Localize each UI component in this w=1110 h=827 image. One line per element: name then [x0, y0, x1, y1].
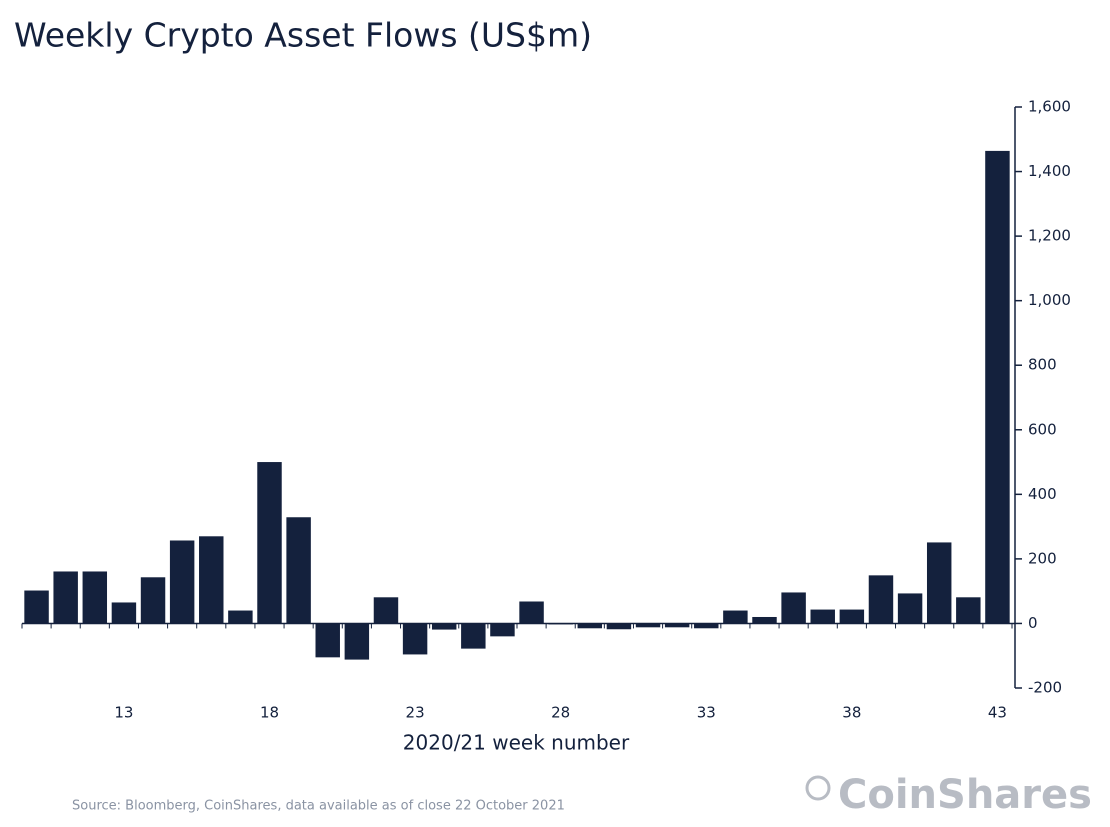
x-tick-label: 43 [988, 704, 1007, 722]
x-tick-label: 13 [114, 704, 133, 722]
bar [956, 597, 981, 624]
chart-title: Weekly Crypto Asset Flows (US$m) [14, 16, 592, 55]
x-tick-label: 38 [842, 704, 861, 722]
y-tick-label: 400 [1028, 485, 1057, 503]
y-tick-label: 1,600 [1028, 98, 1071, 116]
bar [606, 623, 632, 630]
y-tick-label: 200 [1028, 549, 1057, 567]
bar [169, 540, 195, 624]
bar [635, 623, 661, 628]
x-tick-label: 28 [551, 704, 570, 722]
bar [519, 601, 544, 624]
y-tick-label: 600 [1028, 420, 1057, 438]
bar [490, 623, 515, 637]
source-note: Source: Bloomberg, CoinShares, data avai… [72, 799, 565, 814]
bar [810, 609, 835, 624]
y-tick-label: 1,200 [1028, 227, 1071, 245]
logo: CoinShares [805, 772, 1092, 818]
bar [24, 590, 49, 624]
bar [985, 150, 1010, 624]
bar [373, 597, 399, 624]
logo-icon [805, 775, 831, 801]
y-tick-label: 0 [1028, 614, 1038, 632]
bar [53, 571, 78, 624]
bar [577, 623, 603, 629]
bar [402, 623, 428, 655]
x-tick-label: 23 [406, 704, 425, 722]
y-tick-label: 1,000 [1028, 291, 1071, 309]
bar [868, 575, 894, 624]
x-axis-label: 2020/21 week number [403, 731, 630, 755]
y-tick-label: 800 [1028, 356, 1057, 374]
bar [431, 623, 457, 630]
bar [315, 623, 340, 658]
bar [228, 610, 253, 624]
x-tick-label: 33 [697, 704, 716, 722]
bar [752, 616, 777, 624]
bar [723, 610, 748, 624]
bar [257, 462, 282, 624]
bar [344, 623, 370, 660]
bar [199, 536, 224, 624]
bar [897, 593, 923, 624]
y-tick-label: 1,400 [1028, 162, 1071, 180]
bar [781, 592, 806, 624]
bar [82, 571, 108, 624]
bar [664, 623, 690, 628]
bar [140, 577, 166, 624]
bar [926, 542, 952, 624]
bar [839, 609, 865, 624]
bar [694, 623, 719, 629]
y-tick-label: -200 [1028, 679, 1062, 697]
bar [461, 623, 486, 649]
logo-text: CoinShares [838, 772, 1092, 818]
x-tick-label: 18 [260, 704, 279, 722]
bar [286, 517, 311, 624]
bar [111, 602, 137, 624]
